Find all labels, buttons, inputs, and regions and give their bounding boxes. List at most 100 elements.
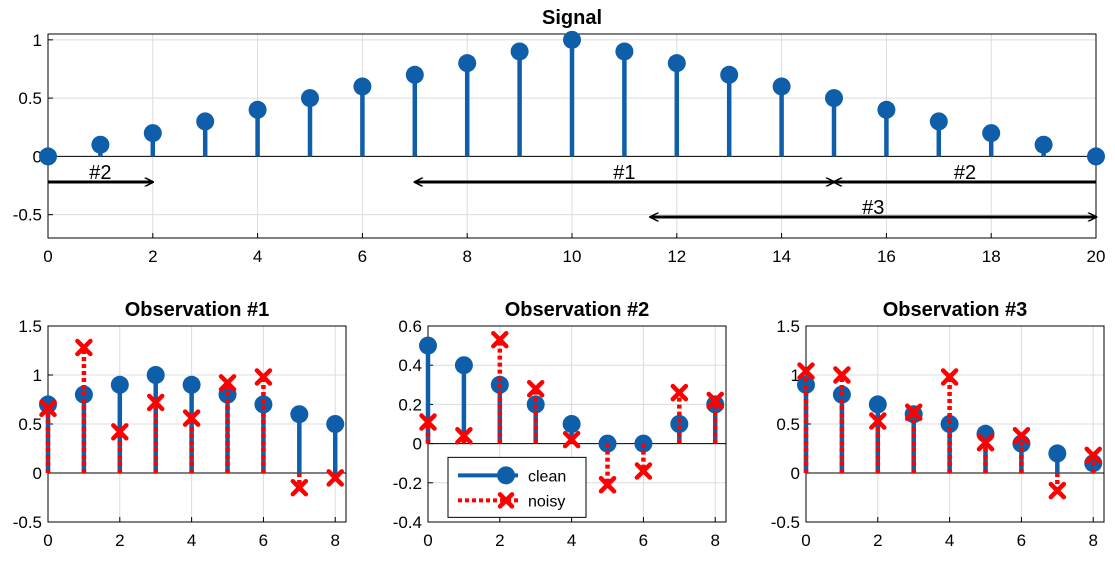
data-point-circle (982, 124, 1001, 143)
annotation-arrow: #3 (651, 197, 1096, 219)
x-tick-label: 2 (495, 531, 504, 550)
data-point-x (1012, 427, 1031, 445)
data-point-x (1084, 446, 1102, 465)
x-tick-label: 16 (877, 247, 896, 266)
data-point-x (182, 409, 201, 427)
y-tick-label: 0.5 (18, 415, 42, 434)
data-point-x (491, 330, 509, 349)
data-point-circle (458, 54, 477, 73)
x-tick-label: 8 (462, 247, 471, 266)
annotation-arrow: #2 (834, 162, 1096, 184)
y-tick-label: 0.5 (18, 89, 42, 108)
data-point-circle (670, 415, 689, 433)
data-point-circle (510, 42, 529, 61)
data-point-circle (182, 375, 201, 394)
x-tick-label: 14 (772, 247, 791, 266)
data-point-x (455, 427, 473, 445)
data-point-circle (39, 147, 57, 166)
x-tick-label: 0 (43, 531, 52, 550)
legend-box (447, 456, 587, 518)
y-tick-label: 1.5 (776, 317, 800, 336)
data-point-circle (248, 100, 267, 119)
x-tick-label: 6 (358, 247, 367, 266)
data-point-circle (772, 77, 791, 96)
y-tick-label: -0.5 (771, 513, 800, 532)
data-point-circle (353, 77, 372, 96)
data-point-circle (667, 54, 686, 73)
data-point-circle (929, 112, 948, 131)
data-point-circle (301, 89, 319, 108)
y-tick-label: 1 (33, 366, 42, 385)
data-point-x (706, 391, 724, 410)
data-point-circle (196, 112, 215, 131)
x-tick-label: 2 (115, 531, 124, 550)
x-tick-label: 2 (148, 247, 157, 266)
data-point-x (290, 478, 309, 497)
legend-label-noisy: noisy (528, 493, 565, 510)
data-point-circle (868, 395, 887, 414)
data-point-x (869, 412, 887, 430)
data-point-circle (91, 135, 110, 154)
chart-title: Signal (542, 7, 602, 29)
x-tick-label: 4 (187, 531, 196, 550)
data-point-circle (146, 366, 165, 384)
x-tick-label: 0 (801, 531, 810, 550)
y-tick-label: 1 (791, 366, 800, 385)
annotation-arrow: #1 (415, 162, 834, 184)
series-signal (39, 30, 1105, 166)
x-tick-label: 10 (563, 247, 582, 266)
y-tick-label: 1.5 (18, 317, 42, 336)
data-point-circle (615, 42, 634, 61)
data-point-circle (825, 89, 843, 108)
data-point-x (833, 366, 851, 384)
data-point-circle (39, 395, 57, 414)
y-tick-label: -0.2 (393, 474, 422, 493)
legend-marker-noisy (497, 492, 515, 509)
data-point-circle (419, 336, 437, 355)
series-noisy (419, 330, 724, 494)
x-tick-label: 20 (1087, 247, 1106, 266)
y-tick-label: -0.5 (13, 206, 42, 225)
chart-2: 0 2 4 6 8 -0.4 -0.2 0 0.2 0.4 0.6 Observation #2 cle… (393, 299, 727, 550)
x-tick-label: 0 (423, 531, 432, 550)
data-point-circle (290, 405, 309, 424)
x-tick-label: 8 (330, 531, 339, 550)
legend-marker-clean (497, 466, 515, 485)
data-point-circle (706, 395, 725, 414)
data-point-circle (1087, 147, 1105, 166)
y-tick-label: 1 (33, 31, 42, 50)
legend: clean noisy (447, 456, 587, 518)
x-tick-label: 6 (259, 531, 268, 550)
data-point-x (562, 430, 581, 449)
x-tick-label: 4 (945, 531, 954, 550)
y-tick-label: -0.4 (393, 513, 422, 532)
arrow-label: #2 (954, 162, 976, 184)
x-tick-label: 4 (567, 531, 576, 550)
data-point-circle (254, 395, 273, 414)
legend-label-clean: clean (528, 468, 566, 485)
data-point-circle (877, 100, 896, 119)
chart-title: Observation #2 (505, 299, 650, 321)
y-tick-label: 0.6 (398, 317, 422, 336)
y-tick-label: -0.5 (13, 513, 42, 532)
data-point-x (976, 433, 995, 452)
data-point-circle (405, 65, 424, 84)
data-point-x (797, 362, 815, 380)
y-tick-label: 0 (33, 464, 42, 483)
series-noisy (797, 362, 1102, 500)
data-point-circle (1048, 444, 1067, 463)
data-point-circle (454, 356, 473, 375)
y-tick-label: 0 (33, 147, 42, 166)
data-point-circle (326, 415, 345, 433)
data-point-x (1048, 481, 1067, 500)
arrow-label: #3 (862, 197, 884, 219)
y-tick-label: 0 (791, 464, 800, 483)
x-tick-label: 18 (982, 247, 1001, 266)
data-point-x (940, 368, 959, 386)
data-point-x (39, 399, 57, 418)
arrow-label: #1 (613, 162, 635, 184)
data-point-x (75, 338, 93, 357)
data-point-x (526, 379, 545, 398)
data-point-x (670, 383, 689, 402)
